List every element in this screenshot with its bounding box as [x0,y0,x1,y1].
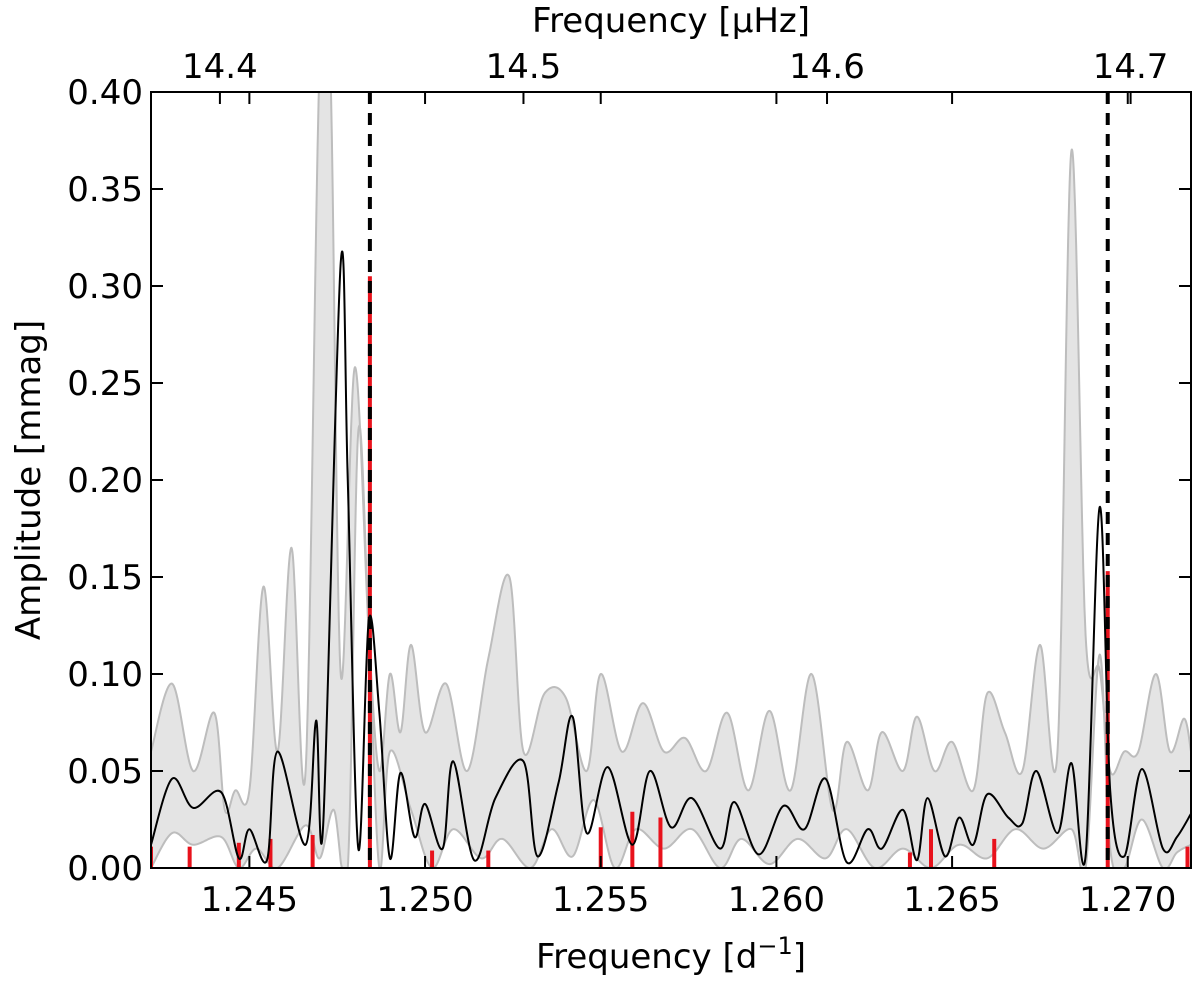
y-tick-label: 0.40 [67,73,143,113]
x-axis-title-main: Frequency [d [536,937,757,977]
y-tick-label: 0.00 [67,849,143,889]
x-tick-label: 1.270 [1079,880,1176,920]
x2-tick-label: 14.6 [789,47,865,87]
x-tick-label: 1.260 [728,880,825,920]
mean-spectrum-line [151,250,1191,866]
band-upper-edge [151,92,1191,815]
x2-tick-label: 14.7 [1093,47,1169,87]
y-tick-label: 0.05 [67,752,143,792]
confidence-band [151,92,1191,868]
x-tick-label: 1.265 [903,880,1000,920]
x-axis-title: Frequency [d−1] [536,932,806,977]
band-lower-edge [151,424,1191,868]
y-tick-label: 0.20 [67,461,143,501]
x-tick-label: 1.245 [201,880,298,920]
x-tick-label: 1.255 [552,880,649,920]
x-axis-title-end: ] [793,937,806,977]
x-axis-title-sup: −1 [757,932,792,960]
x-tick-label: 1.250 [376,880,473,920]
x2-tick-label: 14.4 [182,47,258,87]
y-tick-label: 0.35 [67,170,143,210]
y-tick-label: 0.30 [67,267,143,307]
y-axis-title: Amplitude [mmag] [9,320,49,640]
y-tick-label: 0.10 [67,655,143,695]
y-tick-label: 0.15 [67,558,143,598]
axis-ticks: 1.245 1.250 1.255 1.260 1.265 1.270 14.4 14.5 14… [67,47,1191,920]
x2-axis-title: Frequency [μHz] [532,1,810,41]
x2-tick-label: 14.5 [486,47,562,87]
y-tick-label: 0.25 [67,364,143,404]
